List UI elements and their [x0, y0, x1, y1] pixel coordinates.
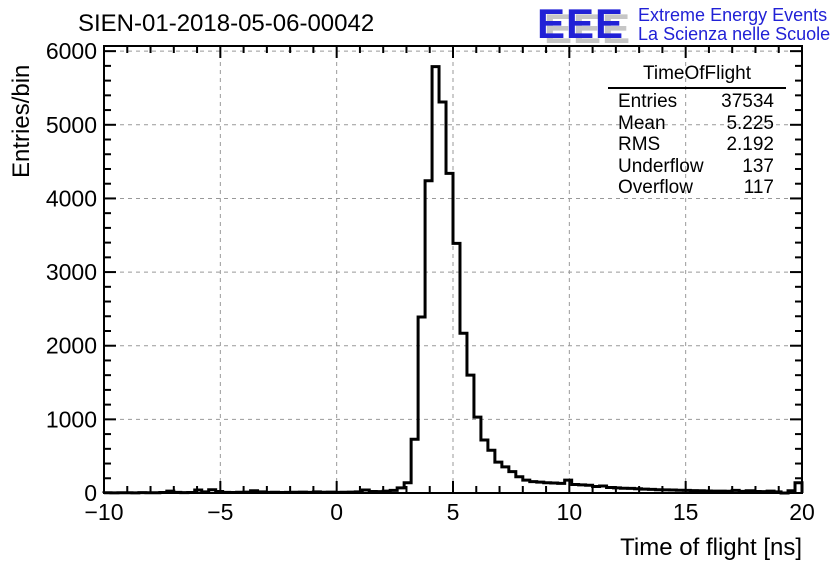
x-tick-label: −5: [207, 499, 233, 525]
stats-label: Entries: [618, 91, 678, 112]
stats-value: 2.192: [726, 134, 774, 155]
y-tick-label: 2000: [46, 333, 97, 359]
stats-row-rms: RMS 2.192: [608, 134, 786, 156]
stats-box-title: TimeOfFlight: [608, 62, 786, 89]
y-axis-title: Entries/bin: [8, 64, 35, 178]
x-tick-label: −10: [84, 499, 123, 525]
y-tick-label: 0: [84, 480, 97, 506]
y-tick-label: 1000: [46, 406, 97, 432]
eee-logo: EEE Extreme Energy Events La Scienza nel…: [537, 2, 830, 46]
eee-logo-acronym: EEE: [537, 0, 625, 47]
y-tick-label: 6000: [46, 38, 97, 64]
stats-row-overflow: Overflow 117: [608, 177, 786, 199]
stats-row-mean: Mean 5.225: [608, 113, 786, 135]
x-tick-label: 0: [330, 499, 343, 525]
stats-box: TimeOfFlight Entries 37534 Mean 5.225 RM…: [608, 62, 786, 199]
stats-value: 117: [743, 177, 774, 198]
stats-label: Mean: [618, 112, 666, 134]
x-tick-label: 20: [789, 499, 815, 525]
stats-label: RMS: [618, 134, 661, 155]
stats-label: Overflow: [618, 177, 693, 198]
stats-value: 137: [742, 155, 774, 177]
y-tick-label: 4000: [46, 185, 97, 211]
stats-value: 5.225: [726, 112, 774, 134]
x-axis-title: Time of flight [ns]: [620, 534, 802, 561]
stats-value: 37534: [721, 91, 774, 112]
histogram-line: [102, 65, 804, 495]
y-tick-label: 3000: [46, 259, 97, 285]
stats-row-entries: Entries 37534: [608, 91, 786, 113]
y-tick-label: 5000: [46, 112, 97, 138]
eee-logo-line1: Extreme Energy Events: [638, 5, 828, 25]
histogram-title: SIEN-01-2018-05-06-00042: [78, 10, 375, 37]
x-tick-label: 10: [557, 499, 583, 525]
eee-logo-line2: La Scienza nelle Scuole: [638, 24, 831, 44]
stats-row-underflow: Underflow 137: [608, 156, 786, 178]
x-tick-label: 15: [673, 499, 699, 525]
stats-label: Underflow: [618, 155, 704, 177]
x-tick-label: 5: [447, 499, 460, 525]
eee-logo-text: Extreme Energy Events La Scienza nelle S…: [638, 2, 830, 44]
